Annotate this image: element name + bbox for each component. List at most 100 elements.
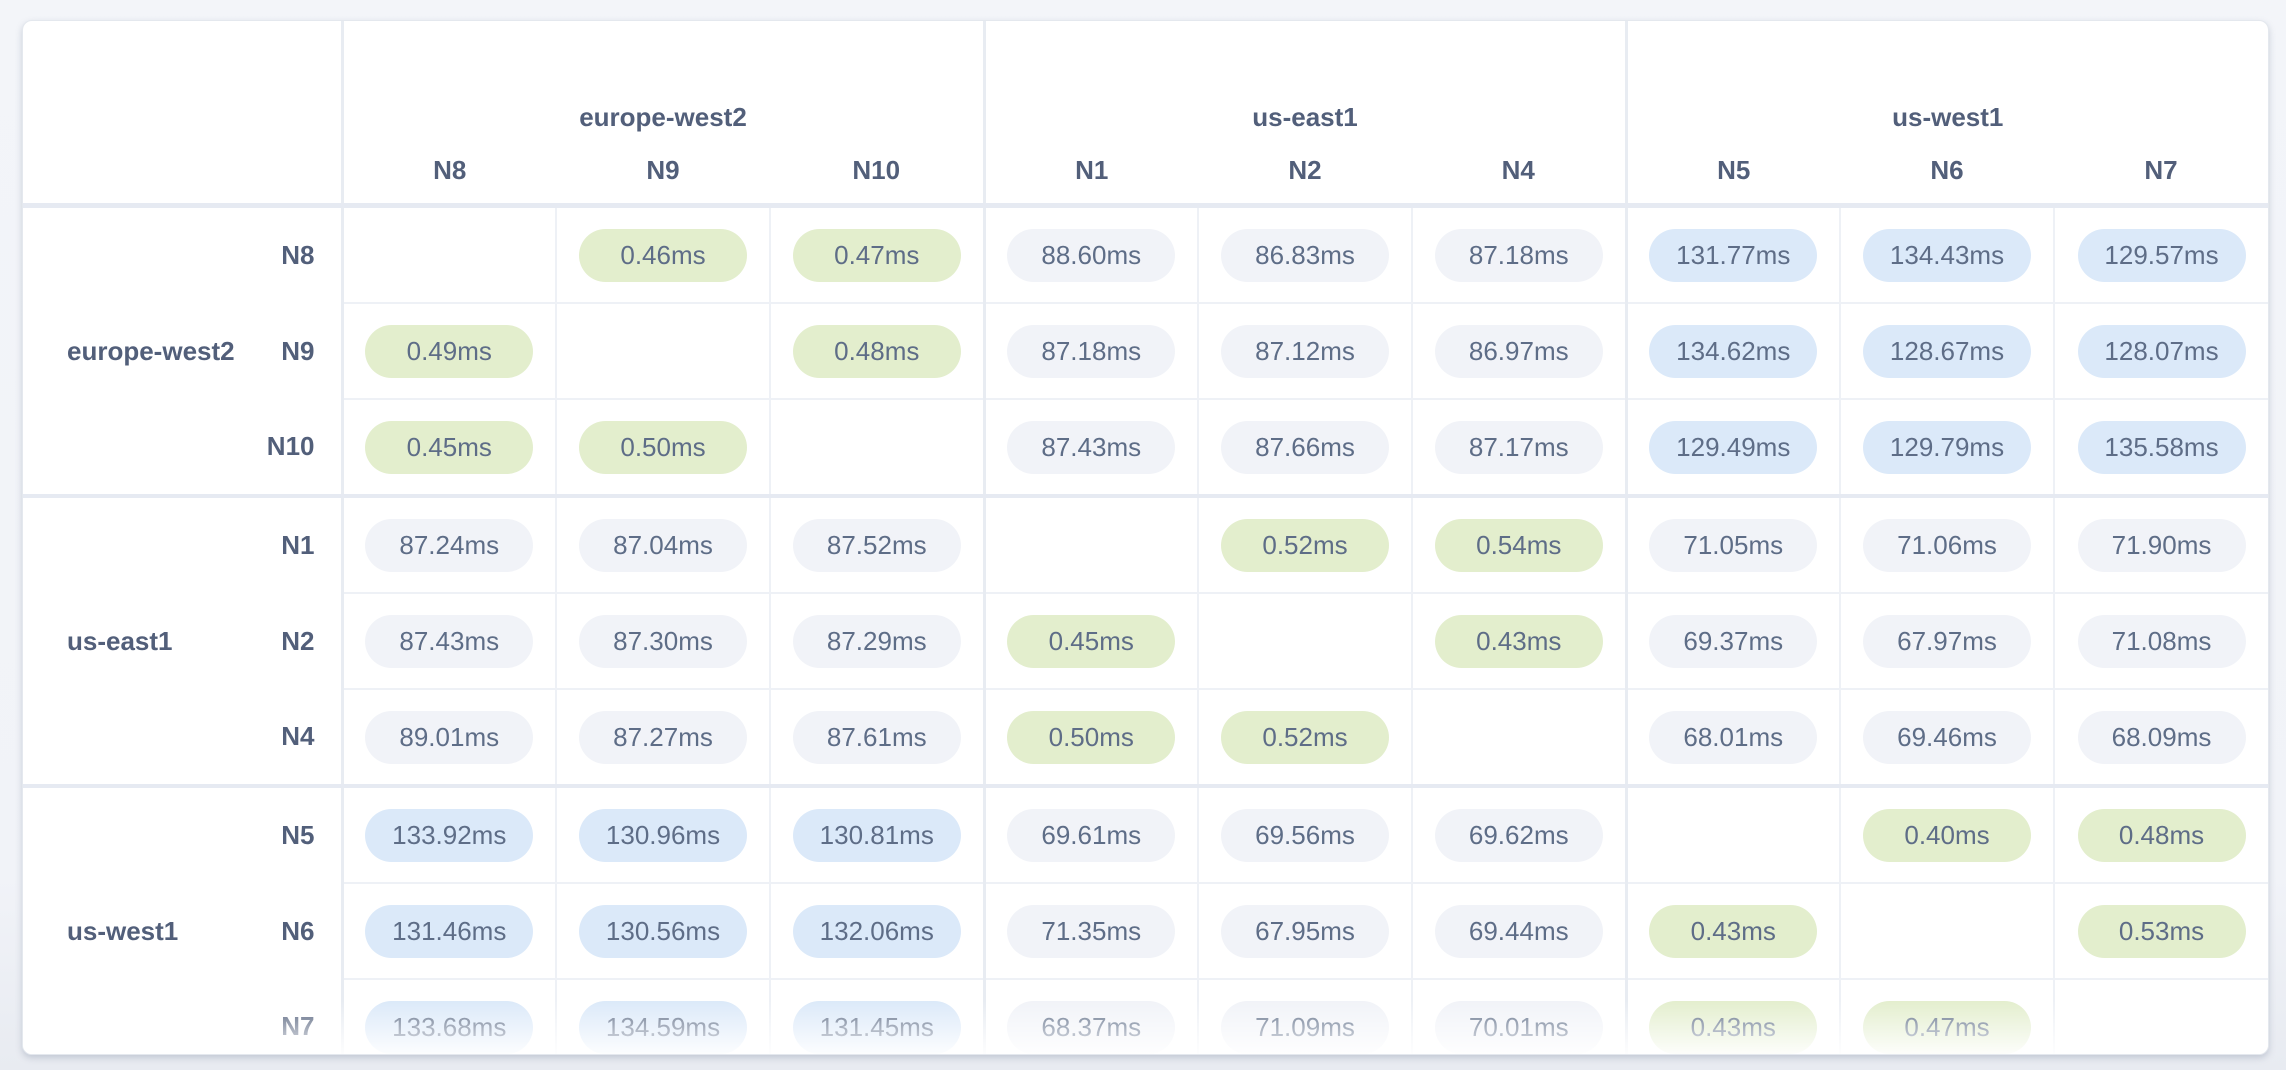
latency-cell: 0.43ms [1411,592,1626,689]
latency-cell: 0.48ms [769,302,984,399]
latency-pill: 0.49ms [365,324,534,378]
latency-cell: 131.46ms [340,882,556,979]
latency-cell: 69.62ms [1411,784,1626,883]
latency-pill: 87.12ms [1221,324,1389,378]
latency-cell: 0.53ms [2053,882,2268,979]
latency-cell: 0.52ms [1197,688,1412,786]
latency-pill: 87.43ms [1007,420,1176,474]
latency-pill: 129.57ms [2077,228,2246,282]
latency-cell: 87.30ms [555,592,770,689]
latency-cell: 69.46ms [1839,688,2054,786]
latency-pill: 0.45ms [365,420,534,474]
latency-pill: 87.17ms [1434,420,1603,474]
column-node-n5: N5 [1624,137,1840,208]
latency-pill: 87.18ms [1434,228,1603,282]
latency-cell [340,205,556,303]
column-node-n1: N1 [982,137,1198,208]
latency-cell [982,494,1198,593]
latency-row-n6: N6 131.46ms 130.56ms 132.06ms 71.35ms 67.95ms… [23,882,2268,979]
latency-pill: 86.97ms [1434,324,1603,378]
latency-cell: 87.27ms [555,688,770,786]
latency-pill: 87.04ms [579,518,747,572]
latency-pill: 130.96ms [579,808,747,862]
latency-cell: 0.45ms [340,398,556,496]
latency-cell: 67.97ms [1839,592,2054,689]
latency-cell [1197,592,1412,689]
latency-cell: 0.45ms [982,592,1198,689]
latency-cell: 134.62ms [1624,302,1840,399]
latency-pill: 134.59ms [579,1000,747,1054]
latency-pill: 68.09ms [2077,710,2246,764]
latency-pill: 0.52ms [1221,710,1389,764]
latency-cell: 131.45ms [769,978,984,1054]
latency-row-n1: us-east1 N1 87.24ms 87.04ms 87.52ms 0.52ms 0.5… [23,494,2268,786]
latency-table-header: europe-west2 us-east1 us-west1 N8 N9 N10… [23,21,2268,208]
latency-cell: 133.92ms [340,784,556,883]
latency-row-n8: europe-west2 N8 0.46ms 0.47ms 88.60ms 86.83ms… [23,205,2268,496]
column-region-europe-west2: europe-west2 [340,21,984,137]
latency-pill: 67.97ms [1863,614,2031,668]
latency-pill: 0.54ms [1434,518,1603,572]
latency-cell: 69.56ms [1197,784,1412,883]
latency-cell: 69.44ms [1411,882,1626,979]
latency-cell: 87.52ms [769,494,984,593]
latency-cell [769,398,984,496]
latency-pill: 135.58ms [2077,420,2246,474]
latency-cell: 0.43ms [1624,882,1840,979]
latency-pill: 0.50ms [1007,710,1176,764]
latency-pill: 71.05ms [1649,518,1818,572]
latency-pill: 88.60ms [1007,228,1176,282]
column-node-n8: N8 [340,137,556,208]
latency-cell [555,302,770,399]
latency-cell: 87.18ms [1411,205,1626,303]
latency-pill: 132.06ms [792,904,961,958]
latency-pill: 87.43ms [365,614,534,668]
row-node-n4: N4 [242,689,344,786]
latency-pill: 69.56ms [1221,808,1389,862]
latency-cell: 134.43ms [1839,205,2054,303]
latency-cell: 89.01ms [340,688,556,786]
latency-cell: 87.29ms [769,592,984,689]
latency-pill: 0.50ms [579,420,747,474]
latency-pill: 69.44ms [1434,904,1603,958]
latency-pill: 69.61ms [1007,808,1176,862]
latency-cell: 0.40ms [1839,784,2054,883]
latency-cell: 87.61ms [769,688,984,786]
latency-table-body: europe-west2 N8 0.46ms 0.47ms 88.60ms 86.83ms… [23,205,2268,1054]
latency-pill: 134.62ms [1649,324,1818,378]
latency-cell: 128.67ms [1839,302,2054,399]
column-node-n2: N2 [1198,137,1412,208]
row-node-n10: N10 [242,399,344,496]
latency-cell: 71.35ms [982,882,1198,979]
row-region-us-east1: us-east1 [23,494,242,786]
latency-row-n7: N7 133.68ms 134.59ms 131.45ms 68.37ms 71.09ms… [23,978,2268,1054]
latency-row-n4: N4 89.01ms 87.27ms 87.61ms 0.50ms 0.52ms 68.01… [23,688,2268,786]
latency-pill: 71.08ms [2077,614,2246,668]
latency-pill: 130.56ms [579,904,747,958]
latency-cell: 129.49ms [1624,398,1840,496]
latency-pill: 0.53ms [2077,904,2246,958]
latency-pill: 0.43ms [1649,904,1818,958]
row-node-n9: N9 [242,303,344,399]
latency-pill: 71.06ms [1863,518,2031,572]
latency-pill: 0.40ms [1863,808,2031,862]
latency-pill: 68.37ms [1007,1000,1176,1054]
latency-cell: 133.68ms [340,978,556,1054]
corner-cell [23,21,344,208]
latency-pill: 0.46ms [579,228,747,282]
column-node-n9: N9 [556,137,770,208]
latency-cell: 0.46ms [555,205,770,303]
latency-pill: 89.01ms [365,710,534,764]
latency-cell: 130.96ms [555,784,770,883]
latency-pill: 133.68ms [365,1000,534,1054]
latency-pill: 0.45ms [1007,614,1176,668]
latency-row-n9: N9 0.49ms 0.48ms 87.18ms 87.12ms 86.97ms 134.6… [23,302,2268,399]
latency-pill: 0.52ms [1221,518,1389,572]
latency-cell: 0.43ms [1624,978,1840,1054]
latency-pill: 133.92ms [365,808,534,862]
latency-pill: 71.35ms [1007,904,1176,958]
latency-cell: 71.08ms [2053,592,2268,689]
latency-pill: 0.47ms [792,228,961,282]
latency-cell: 87.18ms [982,302,1198,399]
latency-pill: 0.43ms [1434,614,1603,668]
